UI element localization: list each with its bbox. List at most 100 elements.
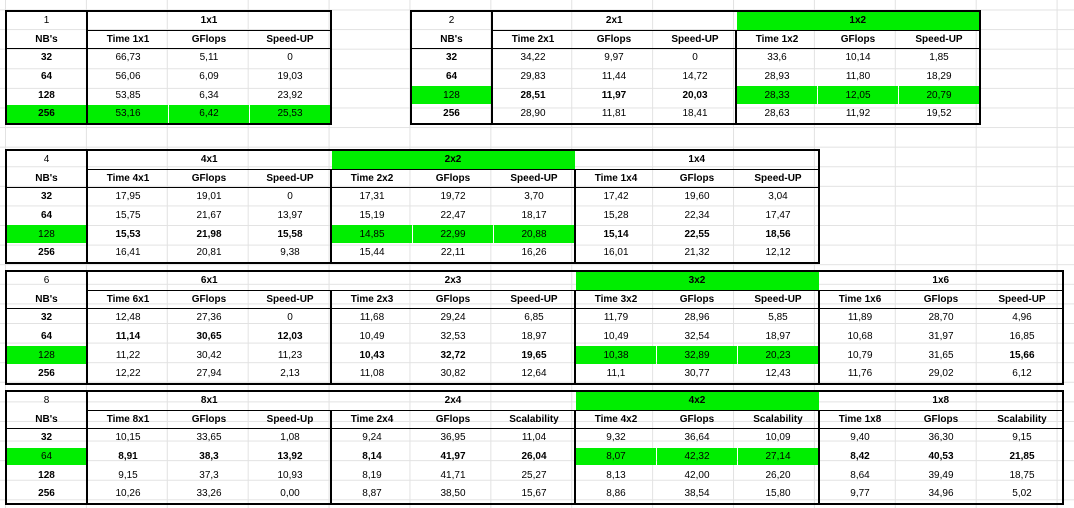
cell-value[interactable]: 18,97 [493, 327, 576, 346]
cell-value[interactable]: 18,97 [737, 327, 820, 346]
cell-value[interactable]: 10,79 [847, 349, 873, 361]
nb-value[interactable]: 128 [5, 345, 88, 365]
column-header[interactable]: Time 4x1 [87, 169, 169, 189]
cell-value[interactable]: 15,67 [493, 484, 576, 505]
cell-value[interactable]: 30,42 [196, 349, 222, 361]
group-title-3x2[interactable]: 3x2 [575, 269, 819, 291]
cell-value[interactable]: 9,77 [819, 484, 901, 505]
nb-value[interactable]: 128 [410, 85, 493, 105]
cell-value[interactable]: 32,53 [440, 331, 466, 343]
cell-value[interactable]: 30,77 [656, 364, 738, 385]
cell-value[interactable]: 21,85 [981, 447, 1064, 466]
cell-value[interactable]: 5,02 [981, 484, 1064, 505]
nb-value[interactable]: 256 [5, 104, 88, 125]
cell-value[interactable]: 28,96 [684, 312, 710, 324]
cell-value[interactable]: 33,6 [767, 52, 787, 64]
cell-value[interactable]: 28,70 [928, 312, 954, 324]
cell-value[interactable]: 20,81 [168, 243, 250, 264]
column-header[interactable]: Speed-UP [249, 30, 332, 50]
cell-value[interactable]: 11,68 [359, 312, 385, 324]
cell-value[interactable]: 32,72 [440, 349, 466, 361]
column-header[interactable]: GFlops [817, 30, 899, 50]
cell-value[interactable]: 19,60 [684, 191, 710, 203]
cell-value[interactable]: 14,72 [654, 67, 737, 86]
cell-value[interactable]: 18,41 [654, 104, 737, 125]
cell-value[interactable]: 37,3 [199, 469, 219, 481]
cell-value[interactable]: 8,19 [362, 469, 382, 481]
cell-value[interactable]: 14,85 [331, 224, 413, 244]
cell-value[interactable]: 19,01 [196, 191, 222, 203]
cell-value[interactable]: 0 [249, 48, 332, 68]
column-header[interactable]: GFlops [168, 410, 250, 430]
column-header[interactable]: Speed-UP [737, 290, 820, 310]
cell-value[interactable]: 26,04 [493, 447, 576, 466]
cell-value[interactable]: 15,53 [115, 228, 141, 240]
column-header[interactable]: GFlops [656, 410, 738, 430]
cell-value[interactable]: 56,06 [115, 71, 141, 83]
cell-value[interactable]: 11,23 [249, 345, 332, 365]
cell-value[interactable]: 10,68 [847, 331, 873, 343]
cell-value[interactable]: 17,31 [359, 191, 385, 203]
cell-value[interactable]: 27,94 [168, 364, 250, 385]
cell-value[interactable]: 9,38 [249, 243, 332, 264]
group-title-1x8[interactable]: 1x8 [819, 389, 1064, 411]
cell-value[interactable]: 22,34 [684, 210, 710, 222]
cell-value[interactable]: 9,97 [604, 52, 624, 64]
cell-value[interactable]: 12,48 [115, 312, 141, 324]
cell-value[interactable]: 11,76 [819, 364, 901, 385]
nb-value[interactable]: 128 [5, 465, 88, 485]
column-header[interactable]: GFlops [900, 410, 982, 430]
cell-value[interactable]: 3,70 [493, 187, 576, 207]
column-header[interactable]: GFlops [573, 30, 655, 50]
cell-value[interactable]: 8,87 [331, 484, 413, 505]
column-header[interactable]: Time 2x2 [331, 169, 413, 189]
cell-value[interactable]: 10,14 [845, 52, 871, 64]
group-title-2x1[interactable]: 2x1 [492, 9, 736, 31]
cell-value[interactable]: 27,36 [196, 312, 222, 324]
cell-value[interactable]: 15,80 [737, 484, 820, 505]
cell-value[interactable]: 33,26 [168, 484, 250, 505]
cell-value[interactable]: 11,1 [575, 364, 657, 385]
column-header[interactable]: Scalability [737, 410, 820, 430]
column-header[interactable]: Time 1x1 [87, 30, 169, 50]
nb-header[interactable]: NB's [410, 30, 493, 50]
cell-value[interactable]: 19,03 [249, 67, 332, 86]
cell-value[interactable]: 27,14 [737, 447, 820, 466]
group-title-1x4[interactable]: 1x4 [575, 148, 820, 170]
group-title-2x3[interactable]: 2x3 [331, 269, 575, 291]
cell-value[interactable]: 5,85 [737, 308, 820, 328]
cell-value[interactable]: 36,95 [440, 432, 466, 444]
cell-value[interactable]: 10,26 [87, 484, 169, 505]
cell-value[interactable]: 6,09 [199, 71, 219, 83]
column-header[interactable]: GFlops [900, 290, 982, 310]
nb-value[interactable]: 32 [5, 48, 88, 68]
column-header[interactable]: Time 4x2 [575, 410, 657, 430]
cell-value[interactable]: 8,64 [850, 469, 870, 481]
cell-value[interactable]: 6,12 [981, 364, 1064, 385]
nb-value[interactable]: 32 [410, 48, 493, 68]
cell-value[interactable]: 12,12 [737, 243, 820, 264]
column-header[interactable]: Scalability [493, 410, 576, 430]
cell-value[interactable]: 18,29 [898, 67, 981, 86]
cell-value[interactable]: 19,52 [898, 104, 981, 125]
block-number[interactable]: 8 [5, 389, 88, 411]
group-title-4x2[interactable]: 4x2 [575, 389, 819, 411]
cell-value[interactable]: 10,43 [359, 349, 385, 361]
cell-value[interactable]: 0 [249, 187, 332, 207]
cell-value[interactable]: 30,82 [412, 364, 494, 385]
cell-value[interactable]: 0 [249, 308, 332, 328]
cell-value[interactable]: 31,97 [928, 331, 954, 343]
nb-value[interactable]: 64 [5, 67, 88, 86]
cell-value[interactable]: 8,86 [575, 484, 657, 505]
cell-value[interactable]: 6,42 [168, 104, 250, 125]
cell-value[interactable]: 8,91 [118, 451, 138, 463]
column-header[interactable]: GFlops [412, 290, 494, 310]
cell-value[interactable]: 16,26 [493, 243, 576, 264]
column-header[interactable]: Time 1x6 [819, 290, 901, 310]
cell-value[interactable]: 25,53 [249, 104, 332, 125]
cell-value[interactable]: 20,23 [737, 345, 820, 365]
column-header[interactable]: Scalability [981, 410, 1064, 430]
column-header[interactable]: Speed-UP [654, 30, 737, 50]
cell-value[interactable]: 6,34 [199, 89, 219, 101]
cell-value[interactable]: 28,93 [764, 71, 790, 83]
